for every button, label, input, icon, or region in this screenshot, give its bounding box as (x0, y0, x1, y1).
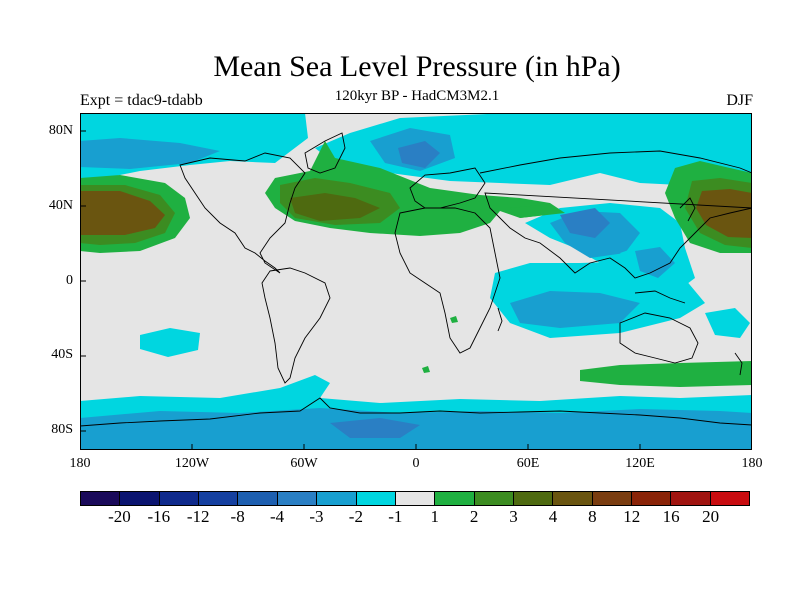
colorbar-swatch (277, 492, 318, 505)
coast-greenland (304, 132, 346, 174)
colorbar-label: 16 (662, 507, 680, 526)
colorbar-swatch (395, 492, 436, 505)
colorbar-label: 1 (430, 507, 439, 526)
colorbar-swatch (238, 492, 278, 505)
coastlines (80, 132, 752, 427)
coast-asia (479, 150, 752, 279)
antarctic-blue-band (80, 408, 752, 450)
colorbar-swatch (513, 492, 554, 505)
color-legend-bar (80, 491, 750, 506)
asia-darkblue-region (560, 208, 610, 238)
colorbar-swatch (632, 492, 672, 505)
colorbar-swatch (356, 492, 396, 505)
x-tick-0: 0 (412, 456, 420, 471)
arctic-blue-left (80, 138, 220, 169)
north-atlantic-high-l3 (290, 193, 380, 221)
y-tick-0: 0 (66, 273, 73, 288)
colorbar-label: -20 (108, 507, 131, 526)
colorbar-label: 20 (702, 507, 720, 526)
colorbar-label: -12 (186, 507, 210, 526)
central-asia-green-patch (510, 205, 545, 218)
indian-ocean-green-speck (450, 316, 458, 323)
chart-title: Mean Sea Level Pressure (in hPa) (213, 50, 621, 83)
colorbar-swatch (474, 492, 514, 505)
colorbar-label: 8 (588, 507, 597, 526)
south-pacific-cyan (140, 328, 200, 357)
colorbar-label: 2 (469, 507, 479, 526)
coast-north-america (179, 152, 306, 274)
x-tick-180w: 180 (69, 456, 91, 471)
colorbar-swatch (81, 492, 121, 505)
map-frame (80, 113, 752, 450)
coast-new-zealand (734, 352, 743, 376)
colorbar-swatch (710, 492, 750, 505)
x-tick-180e: 180 (741, 456, 763, 471)
australia-east-cyan (705, 308, 750, 338)
x-tick-60e: 60E (516, 456, 540, 471)
y-tick-40n: 40N (48, 198, 73, 213)
north-pacific-high-left-l3 (80, 191, 165, 235)
colorbar-label: -3 (309, 507, 324, 526)
y-tick-80s: 80S (51, 422, 73, 437)
x-tick-120e: 120E (625, 456, 655, 471)
colorbar-swatch (435, 492, 475, 505)
colorbar-swatch (592, 492, 633, 505)
coast-australia (619, 312, 699, 364)
colorbar-label: -16 (147, 507, 171, 526)
coast-japan (679, 197, 696, 222)
colorbar-swatch (199, 492, 239, 505)
coast-antarctica (80, 397, 752, 427)
colorbar-swatch (120, 492, 160, 505)
y-tick-80n: 80N (48, 123, 73, 138)
y-tick-40s: 40S (51, 347, 73, 362)
colorbar-swatch (159, 492, 200, 505)
coast-indonesia (634, 290, 686, 304)
north-pacific-high-right-l3 (696, 189, 752, 238)
south-atlantic-green-speck (422, 366, 430, 373)
colorbar-swatch (553, 492, 593, 505)
pressure-map (80, 113, 752, 450)
colorbar-label: -1 (388, 507, 403, 526)
x-tick-60w: 60W (290, 456, 318, 471)
colorbar-swatch (671, 492, 711, 505)
southern-ocean-green (580, 361, 752, 387)
antarctic-darkblue-patch (330, 418, 420, 438)
colorbar-label: 3 (509, 507, 518, 526)
indian-ocean-blue (510, 291, 640, 328)
colorbar-label: -8 (230, 507, 245, 526)
colorbar-swatch (317, 492, 357, 505)
arctic-darkblue-center (398, 141, 440, 168)
coast-madagascar (497, 307, 503, 332)
colorbar-label: 12 (623, 507, 641, 526)
colorbar-label: 4 (548, 507, 558, 526)
coast-europe (409, 167, 486, 209)
colorbar-label: -4 (269, 507, 285, 526)
x-tick-120w: 120W (174, 456, 210, 471)
west-pacific-blue (635, 247, 675, 278)
coast-africa (394, 207, 501, 354)
season-label: DJF (726, 92, 753, 109)
chart-subtitle: 120kyr BP - HadCM3M2.1 (334, 88, 500, 104)
experiment-label: Expt = tdac9-tdabb (80, 92, 203, 109)
colorbar-label: -2 (348, 507, 363, 526)
coast-south-america (261, 267, 331, 384)
